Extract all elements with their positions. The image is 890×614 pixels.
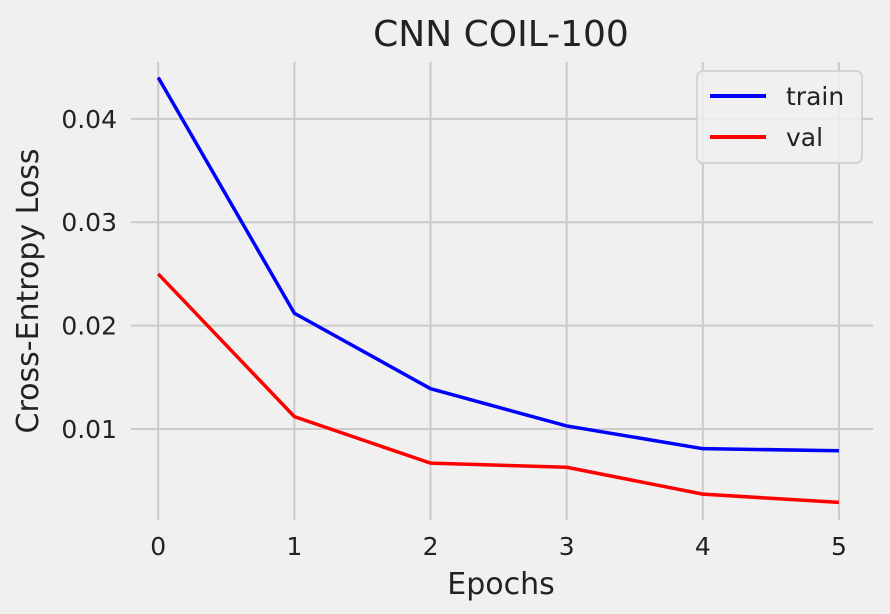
- x-tick-label: 2: [423, 532, 439, 561]
- chart-title: CNN COIL-100: [373, 14, 629, 55]
- series-line-train: [156, 76, 839, 453]
- legend-label-val: val: [786, 123, 823, 152]
- x-tick-label: 4: [695, 532, 711, 561]
- y-axis-title: Cross-Entropy Loss: [11, 149, 46, 434]
- y-tick-label: 0.04: [61, 105, 117, 134]
- legend: train val: [696, 70, 863, 164]
- y-tick-label: 0.02: [61, 312, 117, 341]
- x-tick-label: 5: [831, 532, 847, 561]
- series-line-val: [156, 272, 840, 505]
- tick-labels: 0 1 2 3 4 5 0.01 0.02 0.03 0.04: [61, 105, 847, 561]
- x-tick-label: 1: [286, 532, 302, 561]
- x-tick-label: 0: [150, 532, 166, 561]
- series-lines: [156, 76, 840, 505]
- x-axis-title: Epochs: [447, 567, 555, 602]
- y-tick-label: 0.03: [61, 208, 117, 237]
- x-tick-label: 3: [559, 532, 575, 561]
- y-tick-label: 0.01: [61, 415, 117, 444]
- legend-label-train: train: [786, 82, 844, 111]
